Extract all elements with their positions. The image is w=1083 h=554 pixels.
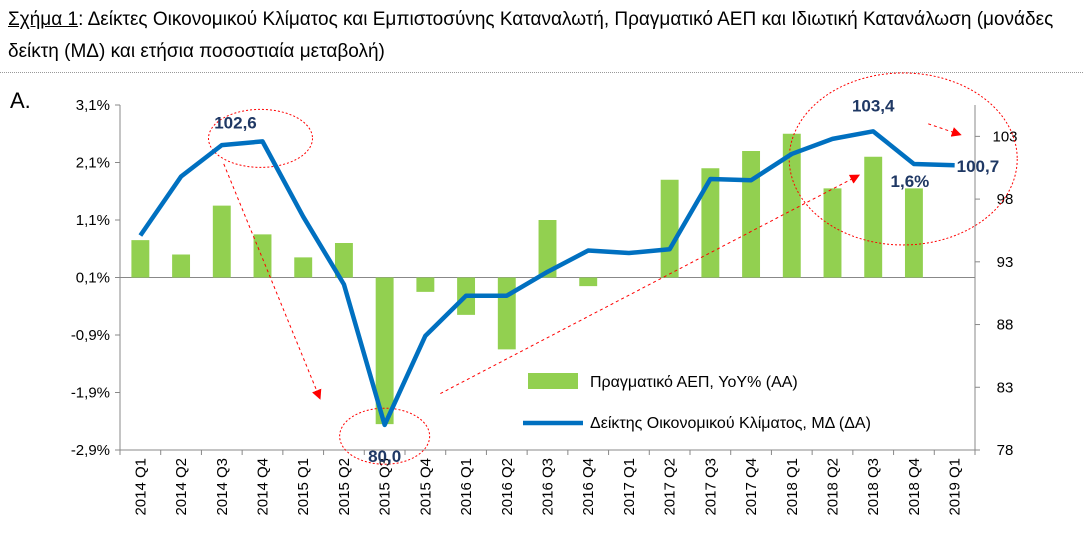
- x-tick-label: 2017 Q1: [621, 458, 638, 516]
- title-separator: :: [78, 9, 84, 30]
- highlight-circle-peak-2014: [208, 108, 313, 168]
- legend-swatch-gdp: [528, 373, 578, 389]
- climate-index-line: [138, 129, 955, 428]
- x-tick-label: 2016 Q3: [540, 458, 557, 516]
- x-tick-label: 2015 Q4: [417, 458, 434, 516]
- gdp-bar: [294, 257, 313, 278]
- x-tick-label: 2017 Q2: [662, 458, 679, 516]
- x-tick-label: 2018 Q2: [825, 458, 842, 516]
- gdp-bar: [172, 254, 191, 278]
- gdp-bar: [660, 179, 679, 278]
- x-tick-label: 2014 Q4: [255, 458, 272, 516]
- gdp-bar: [375, 277, 394, 425]
- gdp-bar: [253, 234, 272, 278]
- gdp-bar: [701, 168, 720, 278]
- trend-arrow-right: [928, 123, 962, 137]
- left-tick-label: -1,9%: [71, 385, 110, 402]
- x-tick-label: 2014 Q2: [173, 458, 190, 516]
- trend-arrow-up: [440, 174, 861, 394]
- legend-label-gdp: Πραγματικό ΑΕΠ, YoY% (ΑΑ): [590, 374, 798, 391]
- highlight-circle-trough-2015: [339, 407, 431, 465]
- x-tick-label: 2019 Q1: [947, 458, 964, 516]
- gdp-bar: [334, 243, 353, 278]
- gdp-bar: [782, 133, 801, 278]
- gdp-bar: [131, 240, 150, 278]
- gdp-bar: [538, 220, 557, 278]
- x-tick-label: 2018 Q4: [906, 458, 923, 516]
- x-tick-label: 2018 Q1: [784, 458, 801, 516]
- gdp-bar: [212, 205, 231, 278]
- data-annotation: 80,0: [368, 447, 401, 466]
- data-annotation: 103,4: [852, 96, 895, 115]
- x-tick-label: 2017 Q3: [702, 458, 719, 516]
- x-tick-label: 2014 Q1: [132, 458, 149, 516]
- title-divider: [0, 72, 1083, 73]
- data-annotation: 102,6: [214, 113, 257, 132]
- right-tick-label: 78: [997, 442, 1014, 459]
- left-tick-label: 0,1%: [76, 270, 110, 287]
- gdp-bar: [904, 188, 923, 278]
- x-tick-label: 2016 Q2: [499, 458, 516, 516]
- data-annotation: 100,7: [957, 157, 1000, 176]
- x-tick-label: 2014 Q3: [214, 458, 231, 516]
- x-tick-label: 2015 Q3: [377, 458, 394, 516]
- legend-label-climate: Δείκτης Οικονομικού Κλίματος, ΜΔ (ΔΑ): [590, 415, 871, 432]
- trend-arrow-down: [223, 163, 322, 400]
- figure-label: Σχήμα 1: [8, 9, 79, 30]
- left-tick-label: -0,9%: [71, 327, 110, 344]
- gdp-bar: [864, 156, 883, 278]
- left-tick-label: 2,1%: [76, 155, 110, 172]
- panel-label: Α.: [10, 88, 31, 113]
- title-text: Δείκτες Οικονομικού Κλίματος και Εμπιστο…: [8, 9, 1054, 62]
- chart-title: Σχήμα 1: Δείκτες Οικονομικού Κλίματος κα…: [8, 4, 1078, 68]
- gdp-bar: [742, 151, 761, 278]
- right-tick-label: 98: [997, 191, 1014, 208]
- gdp-bar: [579, 277, 598, 287]
- gdp-bar: [416, 277, 435, 292]
- right-tick-label: 93: [997, 254, 1014, 271]
- x-tick-label: 2017 Q4: [743, 458, 760, 516]
- x-tick-label: 2018 Q3: [865, 458, 882, 516]
- right-tick-label: 83: [997, 379, 1014, 396]
- x-tick-label: 2016 Q4: [580, 458, 597, 516]
- left-tick-label: 1,1%: [76, 212, 110, 229]
- x-tick-label: 2015 Q1: [295, 458, 312, 516]
- gdp-bar: [497, 277, 516, 350]
- data-annotation: 1,6%: [891, 172, 930, 191]
- gdp-bar: [823, 188, 842, 278]
- right-tick-label: 88: [997, 317, 1014, 334]
- highlight-circle-2018: [788, 72, 1018, 246]
- left-tick-label: -2,9%: [71, 442, 110, 459]
- x-tick-label: 2016 Q1: [458, 458, 475, 516]
- x-tick-label: 2015 Q2: [336, 458, 353, 516]
- left-tick-label: 3,1%: [76, 97, 110, 114]
- right-tick-label: 103: [992, 128, 1017, 145]
